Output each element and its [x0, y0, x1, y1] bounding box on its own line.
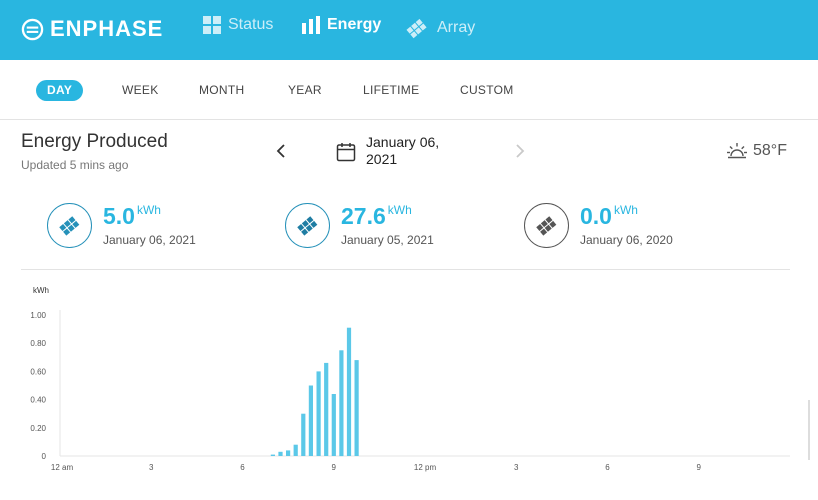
stat-today-unit: kWh: [136, 203, 161, 217]
nav-array-label: Array: [437, 19, 476, 36]
stat-previous-day-date: January 05, 2021: [341, 233, 434, 247]
selected-date[interactable]: January 06, 2021: [366, 134, 456, 168]
stat-last-year-value: 0.0 kWh: [580, 203, 638, 230]
scrollbar[interactable]: [808, 400, 810, 460]
solar-panel-icon: [297, 216, 318, 236]
y-tick-label: 0: [42, 452, 47, 461]
x-tick-label: 12 pm: [414, 463, 437, 472]
y-axis-label: kWh: [33, 286, 49, 295]
grid-icon: [203, 16, 221, 34]
tab-day[interactable]: DAY: [36, 80, 84, 101]
bar[interactable]: [293, 444, 298, 456]
tab-custom[interactable]: CUSTOM: [460, 83, 514, 97]
next-day-button[interactable]: [515, 143, 525, 164]
sun-icon: [727, 143, 747, 159]
enphase-logo[interactable]: ENPHASE: [21, 16, 163, 42]
nav-status[interactable]: Status: [203, 16, 273, 34]
y-tick-label: 0.40: [30, 396, 46, 405]
stat-today-number: 5.0: [103, 203, 135, 229]
selected-date-line1: January 06,: [366, 134, 440, 150]
bar[interactable]: [286, 450, 291, 456]
selected-date-line2: 2021: [366, 151, 398, 167]
stat-last-year-unit: kWh: [613, 203, 638, 217]
bar[interactable]: [346, 327, 352, 456]
enphase-logo-icon: [21, 18, 44, 40]
chart-bars: [270, 327, 359, 457]
bar-chart-icon: [302, 16, 320, 34]
x-tick-label: 6: [240, 463, 245, 472]
bar[interactable]: [316, 371, 321, 456]
stat-last-year-badge: [524, 203, 569, 248]
chart-ticks: 0 0.20 0.40 0.60 0.80 1.00 12 am 3 6 9 12 pm 3 6 9: [30, 311, 701, 472]
stat-previous-day-badge: [285, 203, 330, 248]
divider: [21, 269, 790, 270]
x-tick-label: 3: [149, 463, 154, 472]
solar-panel-icon: [59, 216, 80, 236]
solar-array-icon: [406, 18, 427, 39]
stat-previous-day-value: 27.6 kWh: [341, 203, 412, 230]
tab-month[interactable]: MONTH: [199, 83, 245, 97]
solar-panel-icon: [536, 216, 557, 236]
calendar-icon: [336, 143, 356, 162]
tab-lifetime[interactable]: LIFETIME: [363, 83, 420, 97]
period-tabs: DAY WEEK MONTH YEAR LIFETIME CUSTOM: [0, 60, 818, 120]
y-tick-label: 0.80: [30, 339, 46, 348]
calendar-button[interactable]: [336, 142, 356, 167]
page-title: Energy Produced: [21, 131, 168, 152]
x-tick-label: 6: [605, 463, 610, 472]
updated-text: Updated 5 mins ago: [21, 158, 129, 172]
brand-name: ENPHASE: [50, 16, 164, 41]
bar[interactable]: [301, 413, 306, 456]
bar[interactable]: [354, 360, 359, 456]
x-tick-label: 9: [697, 463, 702, 472]
x-tick-label: 3: [514, 463, 519, 472]
bar[interactable]: [278, 451, 283, 456]
y-tick-label: 1.00: [30, 311, 46, 320]
tab-year[interactable]: YEAR: [288, 83, 322, 97]
stat-today-badge: [47, 203, 92, 248]
nav-status-label: Status: [228, 16, 274, 33]
bar[interactable]: [339, 350, 344, 457]
stat-previous-day-number: 27.6: [341, 203, 386, 229]
stat-previous-day-unit: kWh: [387, 203, 412, 217]
bar[interactable]: [308, 385, 313, 457]
y-tick-label: 0.60: [30, 367, 46, 376]
stat-today-date: January 06, 2021: [103, 233, 196, 247]
stat-today-value: 5.0 kWh: [103, 203, 161, 230]
nav-energy[interactable]: Energy: [302, 16, 381, 34]
tab-week[interactable]: WEEK: [122, 83, 159, 97]
chevron-right-icon: [516, 144, 525, 158]
bar[interactable]: [331, 394, 336, 456]
x-tick-label: 9: [332, 463, 337, 472]
nav-energy-label: Energy: [327, 16, 382, 33]
temperature: 58°F: [753, 142, 787, 159]
chevron-left-icon: [276, 144, 285, 158]
stat-last-year-number: 0.0: [580, 203, 612, 229]
weather: 58°F: [727, 142, 787, 160]
y-tick-label: 0.20: [30, 424, 46, 433]
nav-array[interactable]: Array: [406, 16, 475, 40]
bar[interactable]: [324, 362, 329, 456]
stat-last-year-date: January 06, 2020: [580, 233, 673, 247]
top-bar: ENPHASE Status Energy Array: [0, 0, 818, 60]
energy-bar-chart: kWh 0 0.20 0.40 0.60 0.80 1.00 12 am 3 6 9 12 pm 3 6…: [30, 286, 790, 472]
previous-day-button[interactable]: [276, 143, 286, 164]
bar[interactable]: [270, 454, 275, 456]
chart-grid: [59, 310, 790, 457]
x-tick-label: 12 am: [51, 463, 74, 472]
